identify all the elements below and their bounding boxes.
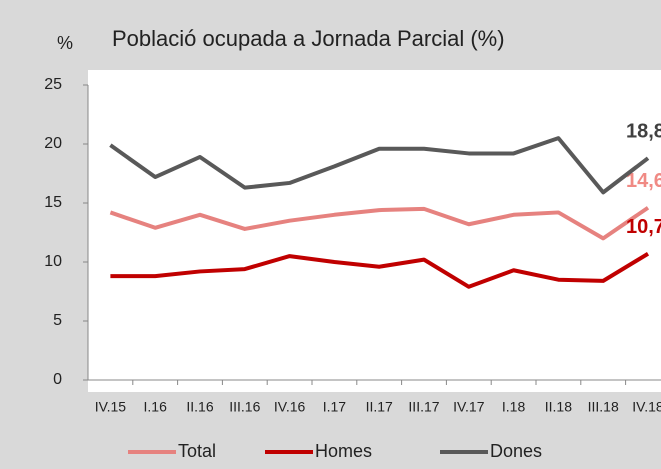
y-tick-label: 25	[44, 76, 62, 93]
series-line	[109, 206, 650, 241]
data-label: 14,6	[626, 170, 661, 192]
y-axis-label: %	[57, 33, 73, 53]
y-tick-label: 0	[53, 371, 62, 388]
y-tick-label: 15	[44, 194, 62, 211]
x-tick-label: II.17	[366, 399, 393, 415]
legend-label: Homes	[315, 441, 372, 461]
y-tick-label: 10	[44, 253, 62, 270]
x-tick-label: I.18	[502, 399, 526, 415]
series-line	[109, 136, 650, 195]
x-tick-label: II.16	[186, 399, 213, 415]
x-tick-label: I.17	[323, 399, 347, 415]
x-tick-label: III.17	[408, 399, 439, 415]
x-tick-label: III.18	[588, 399, 619, 415]
data-label: 10,7	[626, 216, 661, 238]
x-tick-label: III.16	[229, 399, 260, 415]
y-tick-label: 20	[44, 135, 62, 152]
legend-label: Dones	[490, 441, 542, 461]
x-tick-label: IV.18	[632, 399, 661, 415]
data-label: 18,8	[626, 120, 661, 142]
series-line	[110, 252, 650, 289]
x-tick-label: IV.16	[274, 399, 306, 415]
legend-label: Total	[178, 441, 216, 461]
x-tick-label: II.18	[545, 399, 572, 415]
x-tick-label: IV.17	[453, 399, 485, 415]
chart-title: Població ocupada a Jornada Parcial (%)	[112, 26, 505, 51]
plot-area	[88, 70, 661, 392]
x-tick-label: I.16	[144, 399, 168, 415]
y-tick-label: 5	[53, 312, 62, 329]
x-tick-label: IV.15	[95, 399, 127, 415]
